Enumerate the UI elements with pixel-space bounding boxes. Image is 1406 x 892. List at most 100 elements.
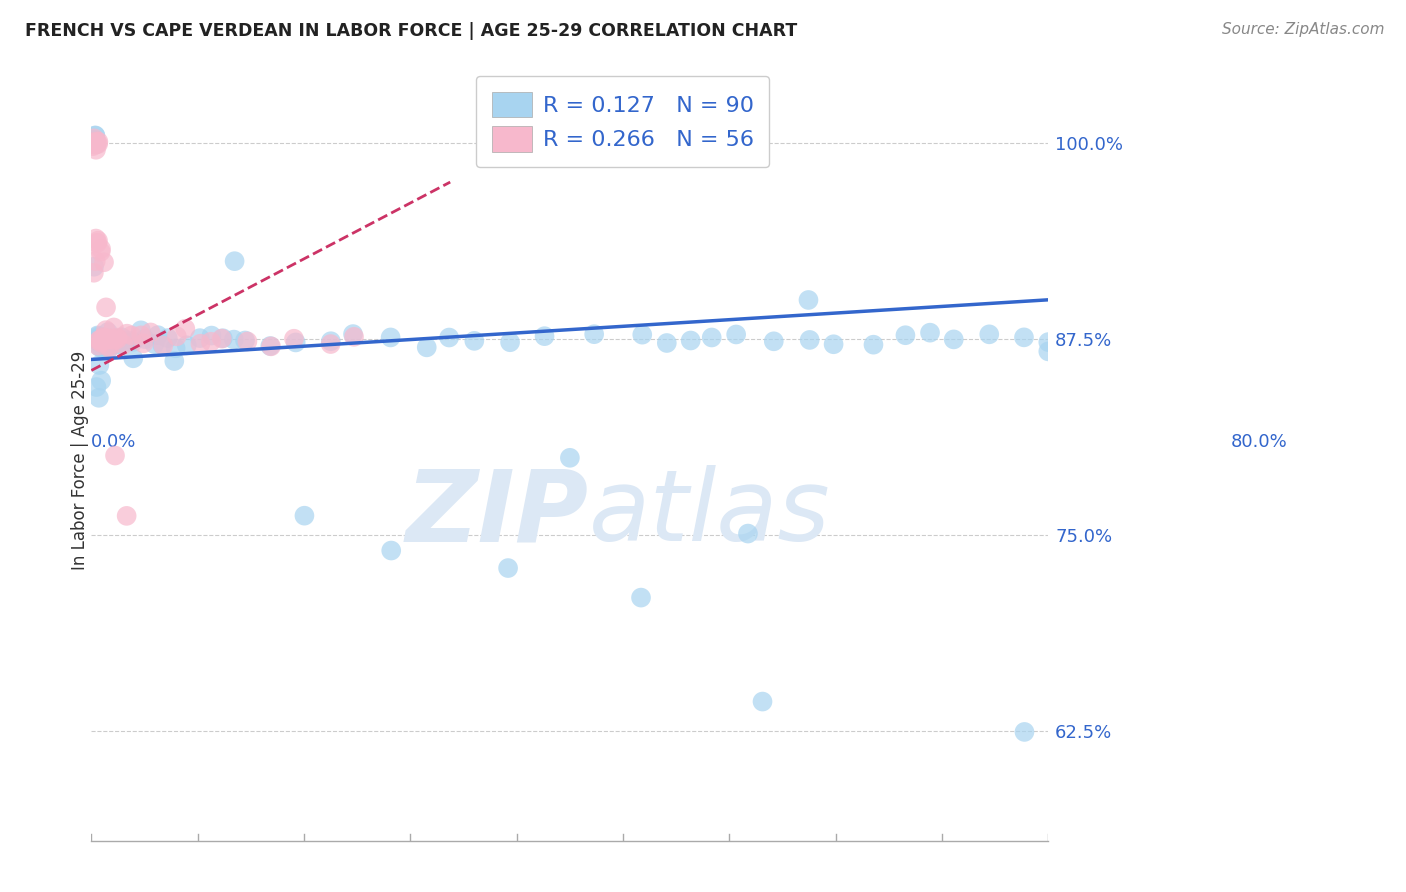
Point <box>319 334 342 349</box>
Point <box>91 334 114 349</box>
Point <box>165 341 187 355</box>
Point <box>84 143 107 157</box>
Point <box>200 328 222 343</box>
Point <box>200 334 222 349</box>
Point <box>918 326 941 340</box>
Point <box>91 330 114 344</box>
Point <box>86 136 108 151</box>
Point <box>96 332 118 346</box>
Point <box>89 358 111 372</box>
Point <box>80 136 103 150</box>
Point <box>84 137 107 152</box>
Point <box>90 334 112 349</box>
Point <box>146 328 169 343</box>
Point <box>862 337 884 351</box>
Point <box>797 293 820 307</box>
Point <box>114 334 136 349</box>
Point <box>83 133 105 147</box>
Point <box>86 380 108 394</box>
Point <box>83 131 105 145</box>
Point <box>380 543 402 558</box>
Point <box>86 329 108 343</box>
Point <box>294 508 316 523</box>
Text: 0.0%: 0.0% <box>91 433 136 450</box>
Point <box>150 338 173 352</box>
Point <box>86 235 108 250</box>
Point <box>80 134 103 148</box>
Point <box>236 334 259 349</box>
Point <box>129 328 152 343</box>
Point <box>111 330 134 344</box>
Point <box>143 337 166 351</box>
Point <box>1038 335 1060 350</box>
Point <box>103 333 125 347</box>
Point <box>1012 330 1035 344</box>
Point <box>679 334 702 348</box>
Point <box>233 334 256 348</box>
Point <box>93 331 115 345</box>
Point <box>90 334 112 348</box>
Point <box>98 332 121 346</box>
Point <box>139 326 162 340</box>
Point <box>94 336 117 351</box>
Point <box>942 332 965 346</box>
Point <box>894 328 917 343</box>
Point <box>823 337 845 351</box>
Point <box>94 301 117 315</box>
Text: atlas: atlas <box>589 466 831 563</box>
Point <box>98 341 121 355</box>
Point <box>97 325 120 339</box>
Point <box>122 351 145 366</box>
Point <box>84 231 107 245</box>
Point <box>97 339 120 353</box>
Point <box>83 266 105 280</box>
Point <box>91 330 114 344</box>
Y-axis label: In Labor Force | Age 25-29: In Labor Force | Age 25-29 <box>72 351 89 570</box>
Point <box>463 334 485 348</box>
Point <box>86 328 108 343</box>
Point <box>343 330 366 344</box>
Text: Source: ZipAtlas.com: Source: ZipAtlas.com <box>1222 22 1385 37</box>
Point <box>163 354 186 368</box>
Point <box>211 331 233 345</box>
Point <box>499 335 522 350</box>
Point <box>558 450 581 465</box>
Point <box>115 508 138 523</box>
Point <box>105 332 128 346</box>
Point <box>84 136 107 150</box>
Point <box>90 374 112 388</box>
Point <box>82 139 104 153</box>
Text: 80.0%: 80.0% <box>1230 433 1288 450</box>
Point <box>174 322 197 336</box>
Point <box>87 331 110 345</box>
Point <box>725 327 748 342</box>
Point <box>87 234 110 248</box>
Point <box>87 339 110 353</box>
Point <box>979 327 1001 342</box>
Point <box>737 526 759 541</box>
Point <box>319 337 342 351</box>
Point <box>84 128 107 143</box>
Point <box>105 337 128 351</box>
Point <box>134 332 156 346</box>
Point <box>156 331 179 345</box>
Point <box>107 331 129 345</box>
Point <box>86 135 108 149</box>
Point <box>762 334 785 349</box>
Point <box>112 337 135 351</box>
Text: ZIP: ZIP <box>406 466 589 563</box>
Point <box>87 334 110 348</box>
Point <box>121 328 143 343</box>
Point <box>97 332 120 346</box>
Point <box>103 332 125 346</box>
Legend: R = 0.127   N = 90, R = 0.266   N = 56: R = 0.127 N = 90, R = 0.266 N = 56 <box>477 76 769 168</box>
Text: FRENCH VS CAPE VERDEAN IN LABOR FORCE | AGE 25-29 CORRELATION CHART: FRENCH VS CAPE VERDEAN IN LABOR FORCE | … <box>25 22 797 40</box>
Point <box>89 333 111 347</box>
Point <box>90 341 112 355</box>
Point <box>1014 725 1036 739</box>
Point <box>630 591 652 605</box>
Point <box>98 333 121 347</box>
Point <box>190 336 212 351</box>
Point <box>87 391 110 405</box>
Point <box>583 327 606 342</box>
